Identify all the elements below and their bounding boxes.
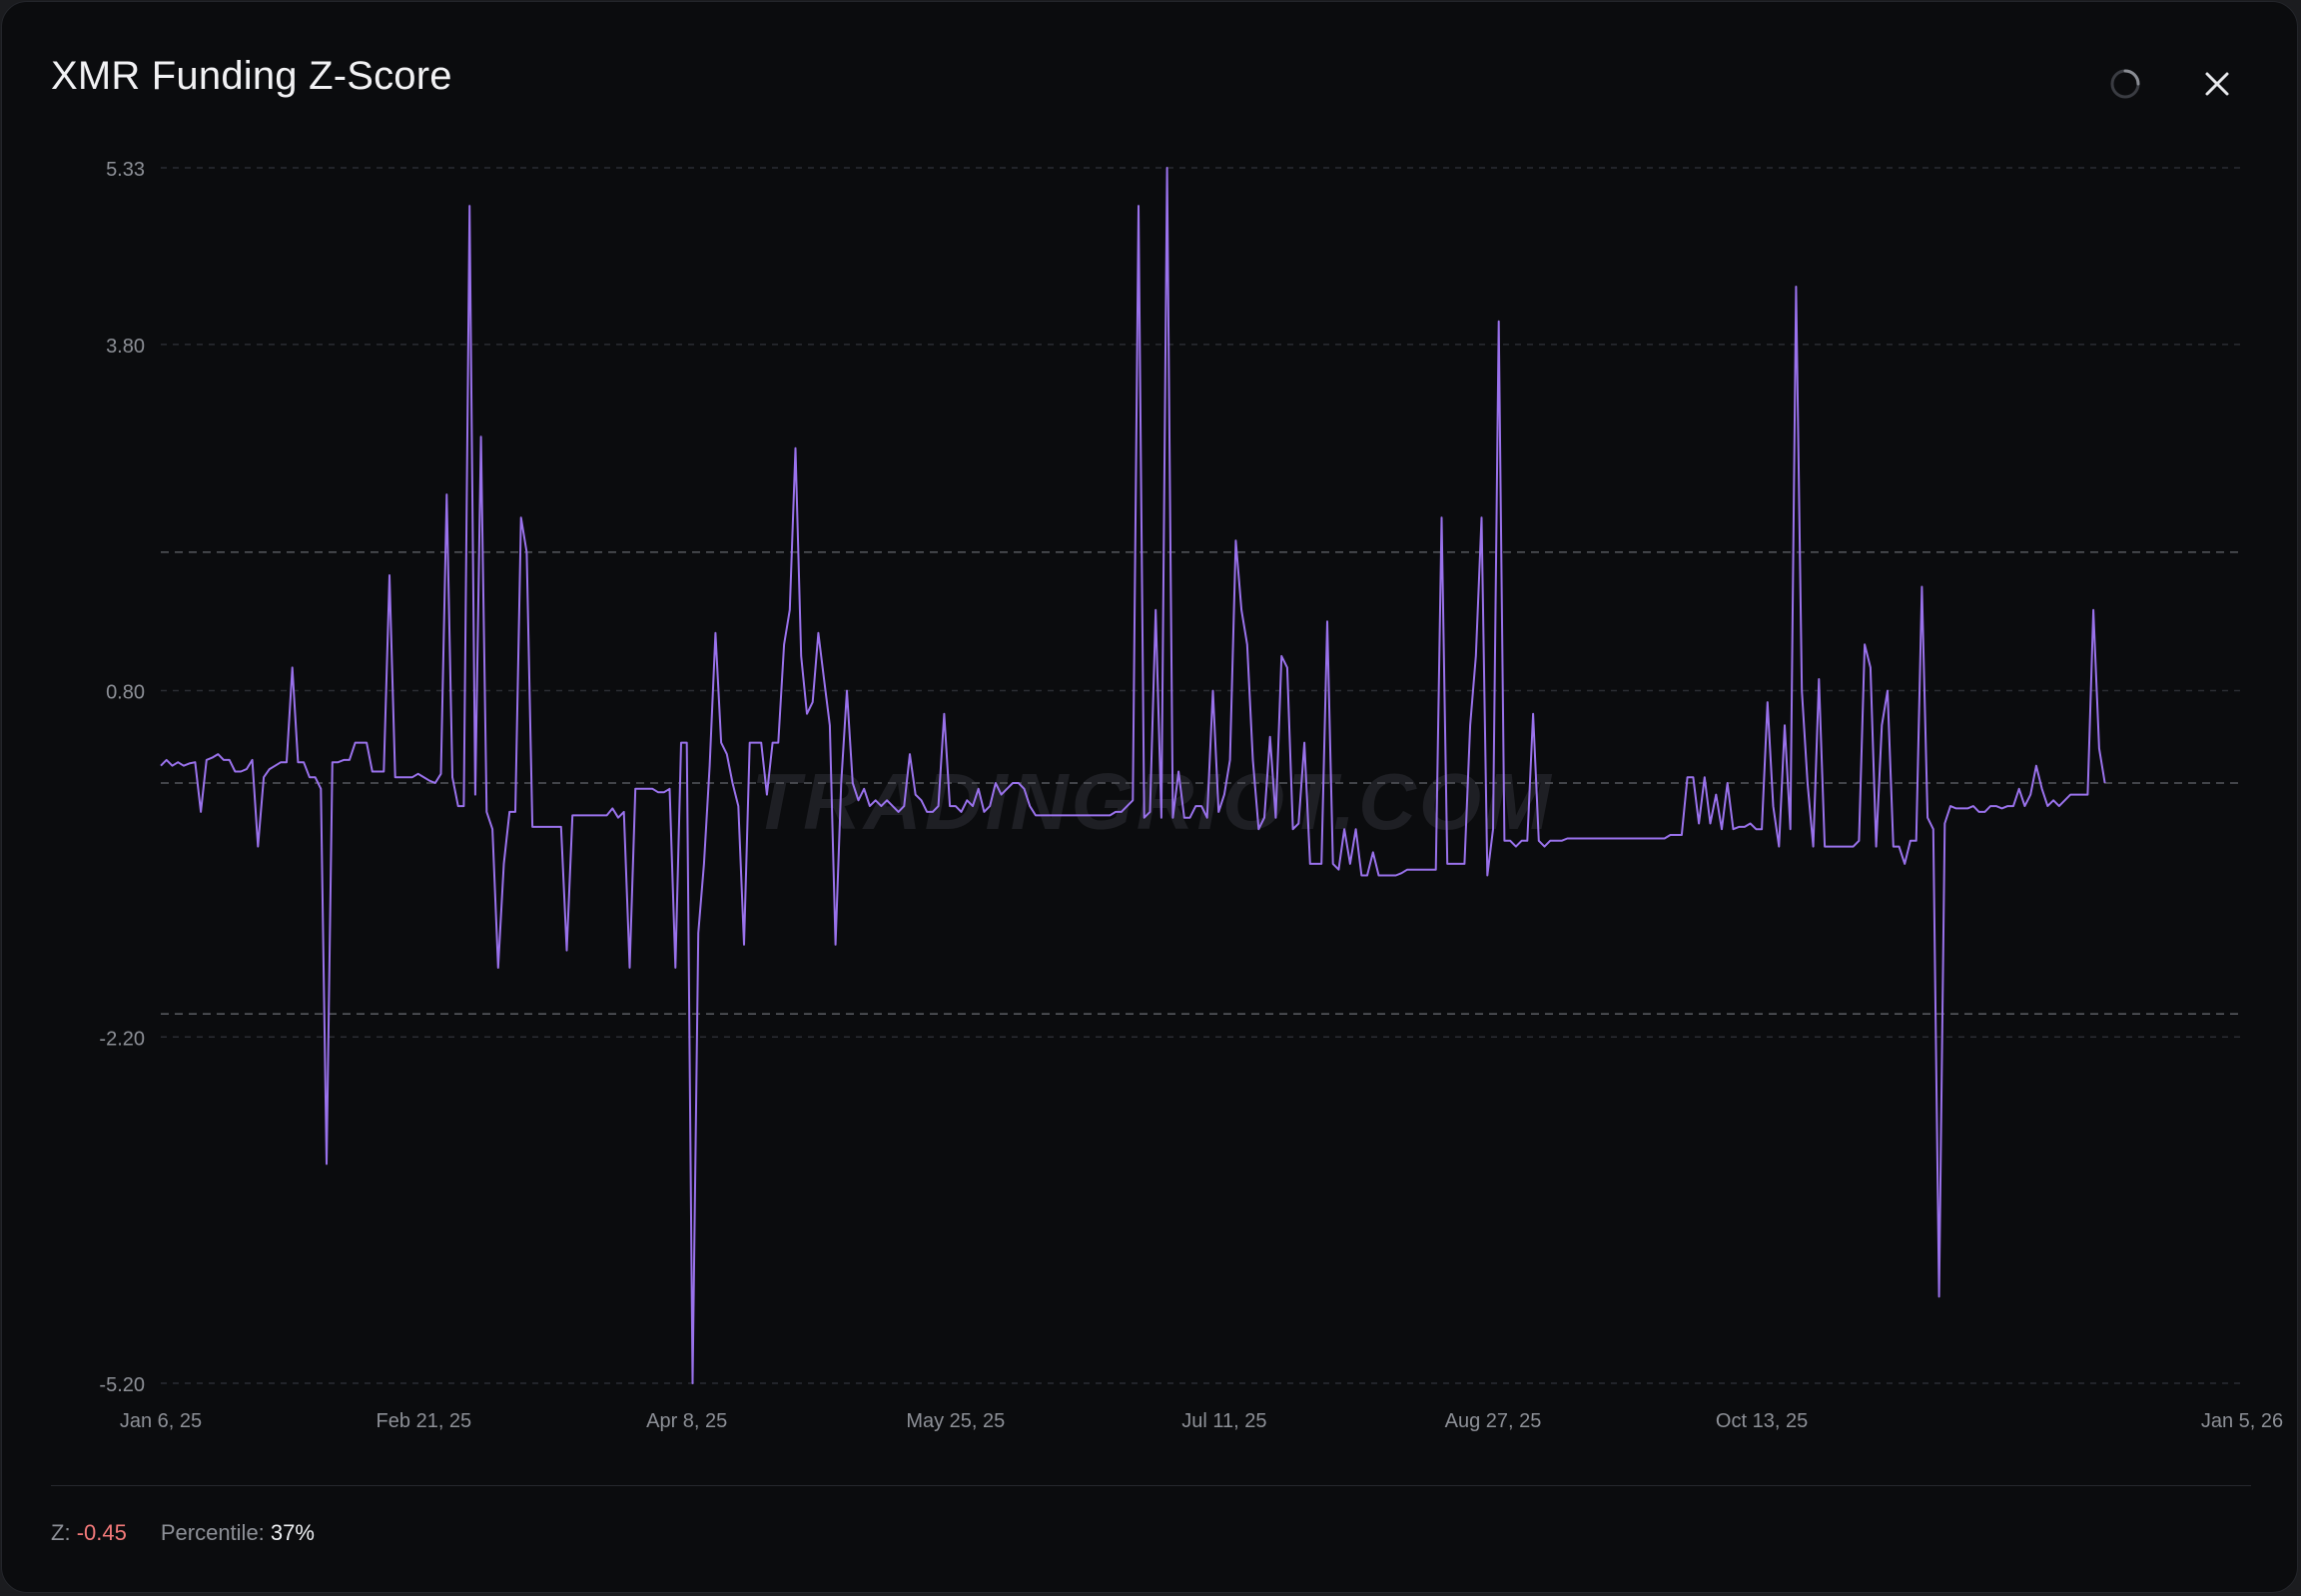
- close-button[interactable]: [2195, 62, 2239, 106]
- modal-title: XMR Funding Z-Score: [51, 54, 452, 98]
- series-line[interactable]: [160, 167, 2106, 1384]
- reference-lines: [161, 551, 2242, 1015]
- x-tick-label: Oct 13, 25: [1716, 1410, 1808, 1432]
- x-tick-label: Jan 5, 26: [2201, 1410, 2283, 1432]
- x-tick-label: Apr 8, 25: [646, 1410, 727, 1432]
- x-tick-label: Jan 6, 25: [120, 1410, 202, 1432]
- percentile-stat: Percentile: 37%: [161, 1520, 315, 1546]
- percentile-label: Percentile:: [160, 1520, 265, 1545]
- z-label: Z:: [51, 1520, 71, 1545]
- x-tick-label: Aug 27, 25: [1445, 1410, 1542, 1432]
- percentile-value: 37%: [270, 1520, 315, 1545]
- y-tick-label: -2.20: [99, 1028, 145, 1050]
- watermark: TRADINGRIOT.COM: [751, 757, 1553, 846]
- refresh-button[interactable]: [2103, 62, 2147, 106]
- y-tick-label: 3.80: [106, 336, 145, 358]
- x-tick-label: Jul 11, 25: [1181, 1410, 1266, 1432]
- y-tick-label: -5.20: [99, 1374, 145, 1396]
- z-value: -0.45: [76, 1520, 127, 1545]
- z-stat: Z: -0.45: [51, 1520, 127, 1546]
- refresh-spinner-icon: [2110, 69, 2140, 99]
- y-tick-label: 5.33: [106, 159, 145, 181]
- footer-stats: Z: -0.45 Percentile: 37%: [51, 1520, 315, 1546]
- axis-ticks: 5.33 3.80 0.80 -2.20 -5.20 Jan 6, 25 Feb 21, 2…: [99, 159, 2283, 1432]
- y-tick-label: 0.80: [106, 682, 145, 704]
- close-icon: [2205, 72, 2229, 96]
- x-tick-label: May 25, 25: [906, 1410, 1005, 1432]
- footer-divider: [51, 1485, 2251, 1486]
- x-tick-label: Feb 21, 25: [377, 1410, 472, 1432]
